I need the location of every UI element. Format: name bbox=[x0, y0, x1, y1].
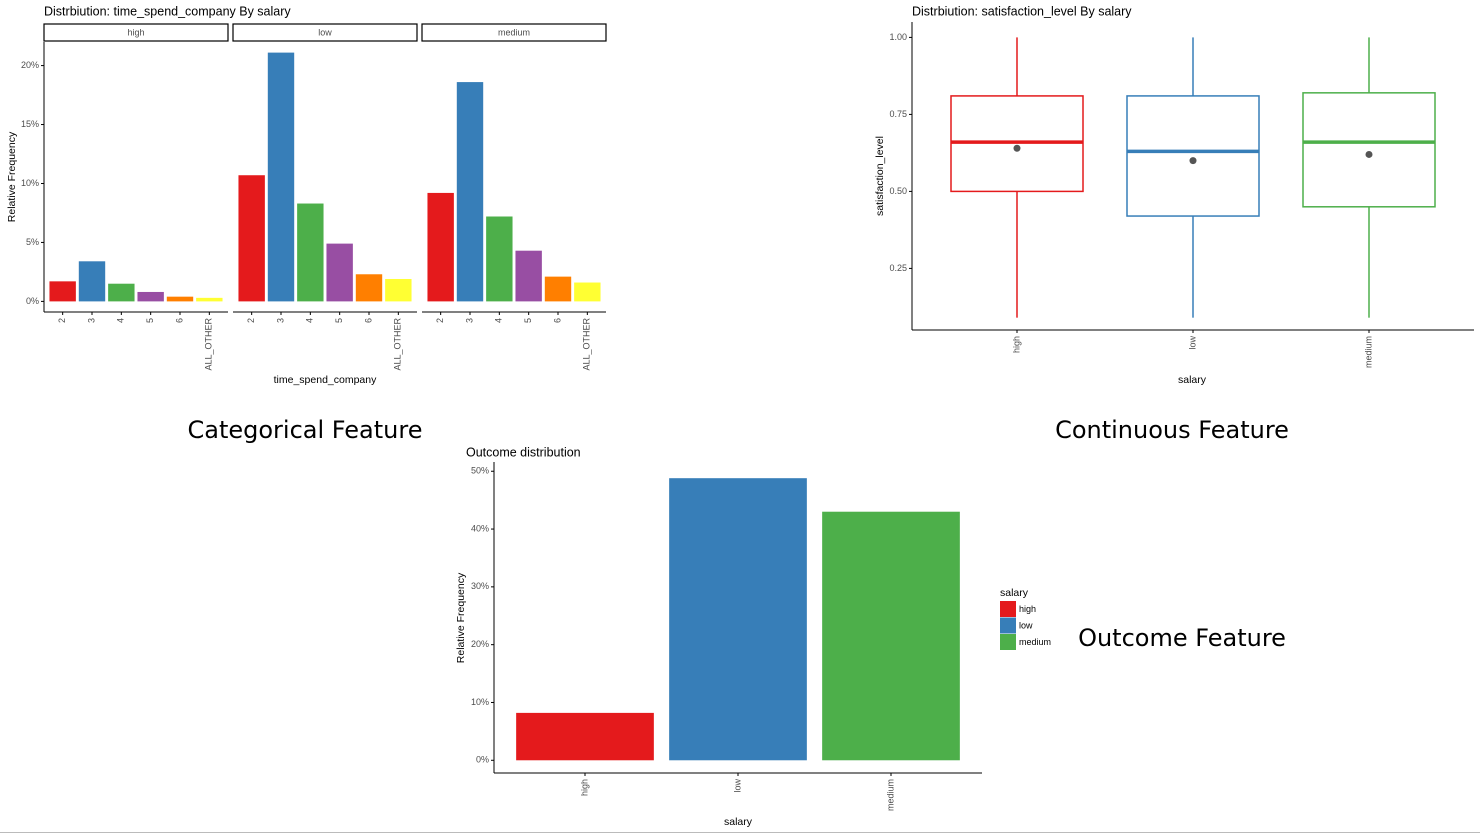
x-tick-label: high bbox=[579, 779, 589, 796]
x-tick-label: low bbox=[1187, 336, 1197, 350]
legend-key bbox=[1000, 617, 1016, 634]
x-tick-label: 5 bbox=[523, 318, 533, 323]
facet-label: high bbox=[127, 27, 144, 37]
x-tick-label: 4 bbox=[494, 318, 504, 323]
x-axis-title: time_spend_company bbox=[274, 374, 377, 386]
bar bbox=[137, 291, 164, 302]
bar bbox=[486, 216, 513, 302]
mean-point bbox=[1013, 144, 1021, 152]
legend-label: high bbox=[1019, 604, 1036, 614]
x-tick-label: 4 bbox=[116, 318, 126, 323]
bar bbox=[49, 281, 76, 302]
y-tick-label: 0.75 bbox=[889, 109, 907, 119]
x-tick-label: 6 bbox=[552, 318, 562, 323]
y-tick-label: 20% bbox=[471, 639, 489, 649]
legend-label: medium bbox=[1019, 637, 1051, 647]
y-tick-label: 20% bbox=[21, 60, 39, 70]
x-tick-label: 3 bbox=[275, 318, 285, 323]
mean-point bbox=[1365, 150, 1373, 158]
bar bbox=[456, 82, 484, 302]
chart-title: Distrbiution: satisfaction_level By sala… bbox=[912, 4, 1132, 18]
chart-title: Outcome distribution bbox=[466, 445, 581, 459]
x-tick-label: ALL_OTHER bbox=[393, 318, 403, 371]
x-tick-label: ALL_OTHER bbox=[204, 318, 214, 371]
legend-title: salary bbox=[1000, 587, 1029, 599]
box bbox=[1126, 95, 1260, 217]
x-tick-label: high bbox=[1011, 336, 1021, 353]
bar bbox=[297, 203, 324, 302]
y-tick-label: 5% bbox=[26, 237, 39, 247]
x-tick-label: 6 bbox=[363, 318, 373, 323]
bar bbox=[385, 278, 412, 302]
x-tick-label: low bbox=[732, 779, 742, 793]
x-tick-label: 5 bbox=[145, 318, 155, 323]
bar bbox=[267, 52, 295, 302]
y-tick-label: 1.00 bbox=[889, 32, 907, 42]
x-axis-title: salary bbox=[1178, 374, 1207, 386]
caption: Categorical Feature bbox=[188, 416, 423, 444]
bar bbox=[108, 283, 135, 302]
y-tick-label: 10% bbox=[21, 178, 39, 188]
y-tick-label: 0% bbox=[476, 755, 489, 765]
y-tick-label: 50% bbox=[471, 466, 489, 476]
y-axis-title: Relative Frequency bbox=[455, 572, 467, 663]
x-tick-label: 6 bbox=[174, 318, 184, 323]
y-tick-label: 0.50 bbox=[889, 186, 907, 196]
x-tick-label: ALL_OTHER bbox=[582, 318, 592, 371]
x-tick-label: 5 bbox=[334, 318, 344, 323]
caption: Continuous Feature bbox=[1055, 416, 1289, 444]
bar bbox=[238, 175, 265, 302]
x-tick-label: 2 bbox=[435, 318, 445, 323]
y-tick-label: 30% bbox=[471, 581, 489, 591]
bar bbox=[822, 511, 960, 761]
y-tick-label: 40% bbox=[471, 523, 489, 533]
facet-strip bbox=[43, 23, 229, 42]
legend-label: low bbox=[1019, 620, 1033, 630]
x-tick-label: 3 bbox=[86, 318, 96, 323]
bar bbox=[355, 274, 383, 302]
bar bbox=[516, 712, 654, 761]
x-tick-label: medium bbox=[1363, 336, 1373, 368]
y-tick-label: 0.25 bbox=[889, 263, 907, 273]
bar bbox=[515, 250, 542, 302]
x-tick-label: 3 bbox=[464, 318, 474, 323]
bar bbox=[78, 261, 106, 302]
bar bbox=[544, 276, 572, 302]
bar bbox=[166, 296, 194, 302]
x-tick-label: 2 bbox=[246, 318, 256, 323]
legend-key bbox=[1000, 601, 1016, 617]
legend-key bbox=[1000, 634, 1016, 650]
facet-strip bbox=[232, 23, 418, 42]
y-tick-label: 0% bbox=[26, 296, 39, 306]
caption: Outcome Feature bbox=[1078, 624, 1286, 652]
box bbox=[1302, 92, 1436, 208]
facet-label: low bbox=[318, 27, 332, 37]
mean-point bbox=[1189, 157, 1197, 165]
y-tick-label: 10% bbox=[471, 697, 489, 707]
facet-strip bbox=[421, 23, 607, 42]
bar bbox=[669, 478, 807, 761]
bar bbox=[326, 243, 353, 302]
facet-label: medium bbox=[498, 27, 530, 37]
y-tick-label: 15% bbox=[21, 119, 39, 129]
bar bbox=[427, 192, 454, 302]
x-tick-label: 4 bbox=[305, 318, 315, 323]
x-axis-title: salary bbox=[724, 816, 753, 828]
y-axis-title: Relative Frequency bbox=[6, 131, 18, 222]
chart-title: Distrbiution: time_spend_company By sala… bbox=[44, 4, 291, 18]
bar bbox=[574, 282, 601, 302]
x-tick-label: 2 bbox=[57, 318, 67, 323]
y-axis-title: satisfaction_level bbox=[874, 136, 886, 216]
x-tick-label: medium bbox=[885, 779, 895, 811]
bar bbox=[196, 297, 223, 302]
